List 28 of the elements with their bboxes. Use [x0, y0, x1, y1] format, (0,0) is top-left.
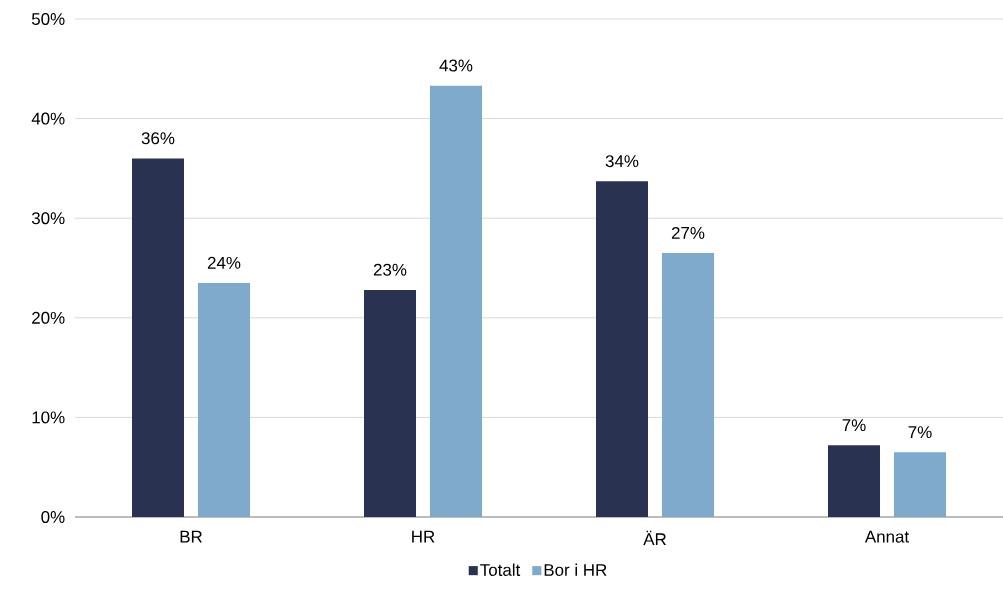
bar: [198, 282, 250, 517]
bar: [430, 85, 482, 517]
y-tick-label: 10%: [32, 411, 65, 424]
x-tick-label: BR: [180, 530, 202, 543]
data-label: 7%: [842, 419, 866, 432]
bar: [828, 445, 881, 517]
data-label: 34%: [605, 155, 639, 168]
bar: [894, 452, 947, 517]
data-label: 43%: [439, 59, 473, 72]
bar: [596, 181, 648, 517]
y-tick-label: 40%: [31, 112, 65, 125]
data-label: 27%: [671, 226, 705, 239]
bar: [662, 253, 714, 517]
data-label: 7%: [908, 426, 932, 439]
y-tick-label: 0%: [41, 511, 65, 523]
x-tick-label: Annat: [864, 530, 909, 543]
data-label: 23%: [373, 263, 407, 276]
y-tick-label: 50%: [31, 13, 65, 25]
x-tick-label: ÄR: [643, 530, 666, 546]
y-tick-label: 20%: [32, 311, 65, 324]
x-tick-label: HR: [412, 530, 435, 543]
y-tick-label: 30%: [31, 212, 65, 225]
data-label: 36%: [141, 132, 175, 145]
bar: [132, 158, 184, 517]
bar: [364, 289, 416, 517]
legend-label: Totalt: [480, 563, 521, 576]
data-label: 24%: [207, 256, 241, 269]
legend-label: Bor i HR: [544, 563, 607, 576]
